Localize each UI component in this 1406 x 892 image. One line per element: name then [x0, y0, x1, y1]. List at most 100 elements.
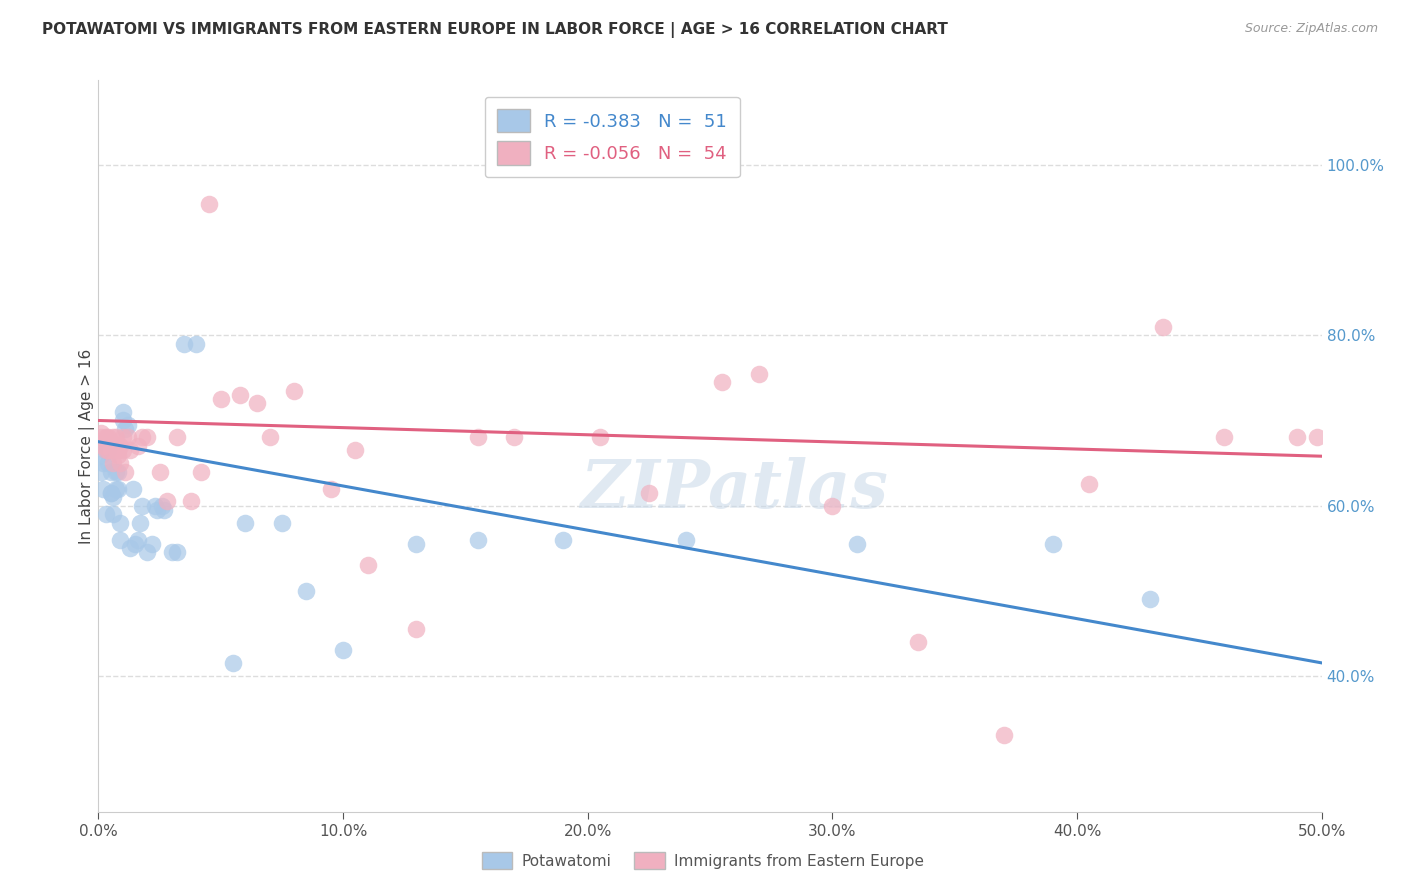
Point — [111, 443, 134, 458]
Point — [107, 448, 129, 462]
Point — [283, 384, 305, 398]
Point — [589, 430, 612, 444]
Point — [332, 643, 354, 657]
Point — [100, 485, 122, 500]
Point — [107, 443, 129, 458]
Point — [173, 337, 195, 351]
Point — [110, 456, 132, 470]
Point — [233, 516, 256, 530]
Point — [114, 422, 136, 436]
Point — [110, 533, 132, 547]
Point — [117, 430, 139, 444]
Point — [405, 622, 427, 636]
Point — [845, 537, 868, 551]
Point — [149, 465, 172, 479]
Point — [186, 337, 208, 351]
Point — [90, 448, 112, 462]
Point — [246, 396, 269, 410]
Point — [104, 482, 127, 496]
Point — [1042, 537, 1064, 551]
Point — [344, 443, 367, 458]
Point — [94, 443, 117, 458]
Point — [104, 430, 127, 444]
Point — [120, 541, 142, 555]
Point — [136, 430, 159, 444]
Point — [111, 413, 134, 427]
Point — [259, 430, 281, 444]
Point — [160, 545, 183, 559]
Point — [100, 485, 122, 500]
Point — [675, 533, 697, 547]
Point — [319, 482, 342, 496]
Y-axis label: In Labor Force | Age > 16: In Labor Force | Age > 16 — [79, 349, 96, 543]
Legend: R = -0.383   N =  51, R = -0.056   N =  54: R = -0.383 N = 51, R = -0.056 N = 54 — [485, 96, 740, 178]
Point — [127, 533, 149, 547]
Point — [638, 485, 661, 500]
Point — [1212, 430, 1234, 444]
Point — [209, 392, 232, 407]
Point — [111, 405, 134, 419]
Point — [104, 443, 127, 458]
Point — [190, 465, 212, 479]
Point — [91, 439, 114, 453]
Point — [97, 443, 120, 458]
Point — [166, 430, 188, 444]
Point — [1306, 430, 1329, 444]
Point — [229, 388, 252, 402]
Point — [993, 728, 1015, 742]
Point — [907, 634, 929, 648]
Point — [97, 430, 120, 444]
Point — [121, 482, 143, 496]
Point — [1286, 430, 1309, 444]
Point — [120, 443, 142, 458]
Point — [107, 482, 129, 496]
Point — [467, 430, 489, 444]
Point — [270, 516, 294, 530]
Point — [131, 430, 153, 444]
Point — [503, 430, 526, 444]
Point — [127, 439, 149, 453]
Point — [100, 465, 122, 479]
Point — [166, 545, 188, 559]
Point — [146, 503, 169, 517]
Point — [94, 430, 117, 444]
Point — [91, 482, 114, 496]
Point — [97, 456, 120, 470]
Point — [94, 507, 117, 521]
Point — [129, 516, 152, 530]
Point — [110, 439, 132, 453]
Point — [1152, 320, 1174, 334]
Point — [467, 533, 489, 547]
Point — [748, 367, 770, 381]
Point — [1078, 477, 1101, 491]
Point — [711, 375, 734, 389]
Point — [136, 545, 159, 559]
Point — [821, 499, 844, 513]
Point — [110, 516, 132, 530]
Point — [94, 443, 117, 458]
Point — [90, 465, 112, 479]
Point — [97, 443, 120, 458]
Point — [124, 537, 146, 551]
Point — [90, 430, 112, 444]
Point — [91, 456, 114, 470]
Legend: Potawatomi, Immigrants from Eastern Europe: Potawatomi, Immigrants from Eastern Euro… — [475, 846, 931, 875]
Point — [101, 490, 124, 504]
Point — [114, 465, 136, 479]
Point — [150, 499, 173, 513]
Point — [356, 558, 378, 572]
Point — [180, 494, 202, 508]
Point — [100, 443, 122, 458]
Point — [141, 537, 163, 551]
Text: ZIPatlas: ZIPatlas — [581, 458, 889, 523]
Point — [131, 499, 153, 513]
Text: POTAWATOMI VS IMMIGRANTS FROM EASTERN EUROPE IN LABOR FORCE | AGE > 16 CORRELATI: POTAWATOMI VS IMMIGRANTS FROM EASTERN EU… — [42, 22, 948, 38]
Point — [295, 583, 318, 598]
Point — [107, 465, 129, 479]
Point — [100, 434, 122, 449]
Point — [101, 456, 124, 470]
Point — [104, 465, 127, 479]
Point — [90, 426, 112, 441]
Point — [553, 533, 575, 547]
Text: Source: ZipAtlas.com: Source: ZipAtlas.com — [1244, 22, 1378, 36]
